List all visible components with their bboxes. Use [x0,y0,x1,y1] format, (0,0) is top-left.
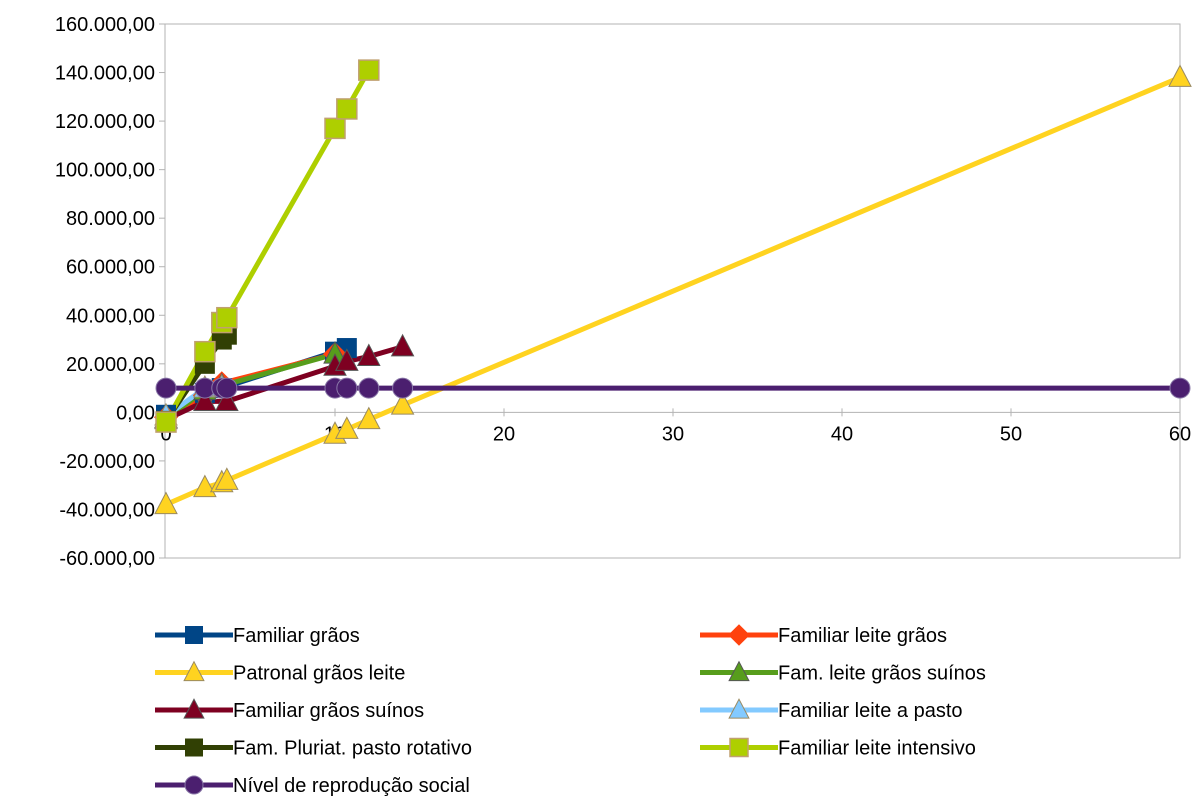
data-point [155,377,177,399]
data-point [1169,377,1191,399]
legend-swatch-marker [183,660,205,682]
y-tick-label: -40.000,00 [59,499,155,521]
data-point [324,117,346,140]
data-point [155,411,177,433]
legend-label: Patronal grãos leite [233,663,405,685]
y-tick-label: 160.000,00 [55,14,155,36]
legend-label: Familiar grãos suínos [233,700,424,722]
legend-swatch-marker [185,738,203,757]
legend-label: Familiar grãos [233,625,360,647]
legend-entry: Fam. Pluriat. pasto rotativo [155,738,472,760]
x-tick-label: 50 [1000,423,1022,445]
legend-label: Nível de reprodução social [233,775,470,797]
data-point [216,377,238,399]
data-point [358,59,380,81]
legend-swatch-marker [729,737,749,758]
data-point [390,333,415,357]
data-point [356,343,381,367]
legend-label: Fam. Pluriat. pasto rotativo [233,738,472,760]
data-point [194,340,216,363]
x-tick-label: 60 [1169,423,1191,445]
data-point [215,388,239,411]
y-tick-label: 40.000,00 [66,305,155,327]
series-markers [154,59,1192,515]
data-point [193,474,217,498]
data-point [392,377,414,399]
y-tick-label: -60.000,00 [59,548,155,570]
legend-label: Familiar leite a pasto [778,700,963,722]
y-tick-label: 0,00 [116,402,155,424]
data-point [216,306,238,329]
y-tick-label: -20.000,00 [59,451,155,473]
legend-swatch-marker [728,698,750,719]
legend-entry: Familiar leite a pasto [700,698,963,722]
legend-swatch-marker [183,698,205,719]
data-point [154,491,178,515]
legend-entry: Patronal grãos leite [155,660,405,685]
legend-entry: Familiar leite grãos [700,624,947,647]
x-tick-label: 0 [160,423,171,445]
data-point [193,388,217,411]
y-tick-label: 20.000,00 [66,354,155,376]
legend-entry: Familiar grãos suínos [155,698,424,722]
data-point [336,98,358,120]
legend-entry: Familiar grãos [155,625,360,647]
x-tick-label: 40 [831,423,853,445]
legend: Familiar grãos Familiar leite grãos Patron… [155,624,986,797]
legend-label: Familiar leite intensivo [778,738,976,760]
y-axis-tick-labels: 160.000,00 140.000,00 120.000,00 100.000,00… [55,14,155,570]
y-tick-label: 80.000,00 [66,208,155,230]
data-point [390,392,415,415]
legend-swatch-marker [728,624,750,646]
data-point [335,416,359,439]
legend-entry: Nível de reprodução social [155,775,470,797]
x-tick-label: 30 [662,423,684,445]
legend-label: Fam. leite grãos suínos [778,663,986,685]
legend-entry: Familiar leite intensivo [700,738,976,760]
data-point [1168,64,1192,87]
data-point [358,377,380,399]
legend-entry: Fam. leite grãos suínos [700,660,986,685]
data-point [356,406,381,430]
x-tick-label: 20 [493,423,515,445]
legend-swatch-marker [728,660,750,682]
y-tick-label: 140.000,00 [55,63,155,85]
legend-label: Familiar leite grãos [778,625,947,647]
data-point [335,348,359,371]
plot-area-frame [164,23,1181,559]
y-tick-label: 100.000,00 [55,160,155,182]
legend-swatch-marker [185,626,203,644]
data-point [215,467,239,490]
y-tick-label: 60.000,00 [66,257,155,279]
data-point [336,377,358,399]
legend-swatch-marker [184,775,204,795]
y-tick-label: 120.000,00 [55,111,155,133]
